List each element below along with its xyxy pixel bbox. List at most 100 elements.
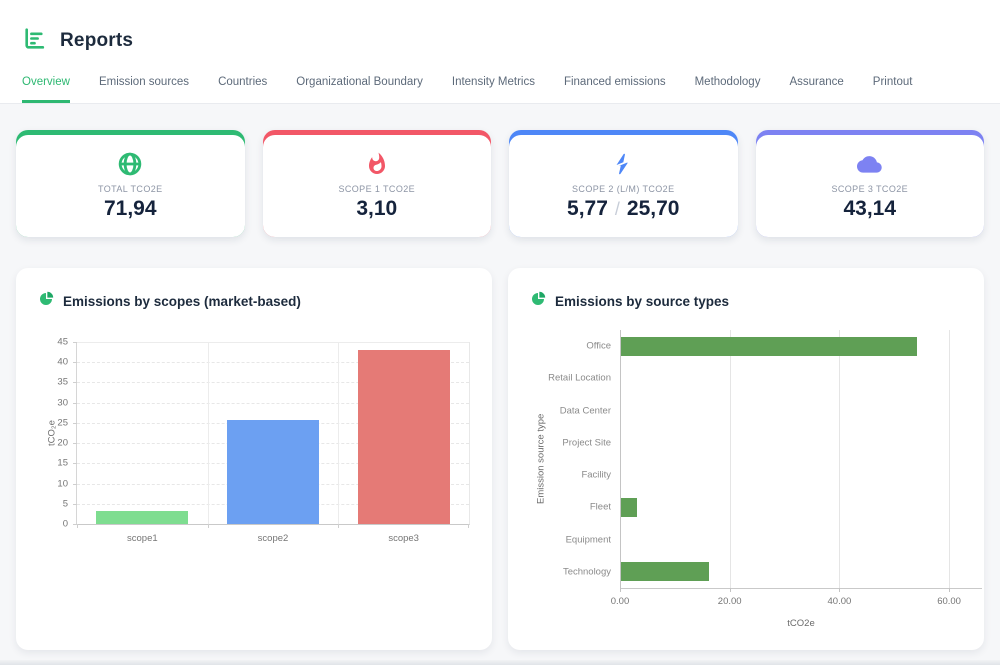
tab-intensity-metrics[interactable]: Intensity Metrics [451,76,535,88]
x-tick-mark [207,524,209,528]
x-tick-mark [949,588,951,592]
category-label: Data Center [559,405,611,417]
chart-card-source-types: Emissions by source types Emission sourc… [508,268,984,650]
stat-card-inner: SCOPE 2 (L/M) TCO2E 5,77 / 25,70 [509,135,738,237]
page-title: Reports [60,30,134,51]
bar-scope2 [227,420,319,524]
y-tick-label: 15 [57,457,68,469]
bolt-icon [611,151,635,177]
pie-chart-icon [38,291,54,312]
chart-title: Emissions by source types [555,294,730,309]
stat-value: 43,14 [843,197,896,221]
x-axis-label: tCO2e [787,618,815,629]
gridline [949,330,951,588]
y-tick-label: 25 [57,417,68,429]
stat-card-scope2: SCOPE 2 (L/M) TCO2E 5,77 / 25,70 [509,130,738,237]
stat-card-inner: SCOPE 3 TCO2E 43,14 [755,135,984,237]
tab-countries[interactable]: Countries [218,76,268,88]
x-tick-label: 60.00 [937,596,961,607]
stat-value: 3,10 [356,197,397,221]
bar-fleet [621,497,638,517]
gridline [77,342,469,343]
stat-value-separator: / [614,199,620,219]
bar-office [621,336,918,356]
stat-label: TOTAL TCO2E [97,184,163,194]
chart-card-scopes: Emissions by scopes (market-based) tCO₂e… [16,268,492,650]
category-label: Equipment [565,534,611,546]
chart-title: Emissions by scopes (market-based) [63,294,301,309]
tab-overview[interactable]: Overview [22,76,70,103]
stat-label: SCOPE 3 TCO2E [831,184,909,194]
y-tick-label: 0 [62,518,68,530]
tab-assurance[interactable]: Assurance [789,76,844,88]
x-tick-label: 20.00 [717,596,742,607]
stat-value-secondary: 25,70 [626,197,680,220]
bar-technology [621,562,709,582]
gridline [620,330,621,588]
category-label: Fleet [589,501,611,513]
chart-title-row: Emissions by source types [530,291,729,312]
gridline [729,330,731,588]
category-label: Technology [562,566,611,578]
stat-card-total: TOTAL TCO2E 71,94 [16,130,245,237]
y-tick-mark [73,503,77,505]
stat-value: 5,77 / 25,70 [567,197,679,221]
scopes-bar-plot: 0 5 10 15 20 25 30 35 40 45 scope1 scope2 scope3 [57,337,470,544]
y-tick-label: 5 [62,498,68,510]
stat-value-primary: 43,14 [843,197,897,220]
x-tick-mark [839,588,841,592]
category-label: Project Site [562,437,611,449]
tab-printout[interactable]: Printout [872,76,913,88]
header: Reports Overview Emission sources Countrie… [0,0,1000,104]
y-axis-label: tCO₂e [46,420,58,446]
stat-card-scope3: SCOPE 3 TCO2E 43,14 [755,130,984,237]
x-tick-mark [729,588,731,592]
stat-card-inner: SCOPE 1 TCO2E 3,10 [262,135,491,237]
gridline [77,402,469,404]
y-tick-mark [73,382,77,384]
x-tick-mark [468,524,469,528]
y-tick-mark [73,422,77,424]
category-label: Facility [581,469,611,481]
tab-methodology[interactable]: Methodology [694,76,761,88]
y-tick-mark [73,483,77,485]
bar-scope3 [357,349,450,524]
x-tick-mark [620,588,621,592]
y-tick-label: 20 [57,437,68,449]
footer-strip [0,660,1000,665]
x-tick-label: 0.00 [610,596,630,607]
category-label: Office [586,340,611,352]
gridline [207,342,209,524]
stat-value: 71,94 [104,197,157,221]
stat-value-primary: 71,94 [103,197,157,220]
tab-emission-sources[interactable]: Emission sources [98,76,190,88]
bar-scope1 [96,511,189,524]
gridline [77,362,469,364]
y-tick-mark [73,524,77,525]
y-tick-mark [73,443,77,445]
y-tick-label: 45 [57,336,68,348]
chart-title-row: Emissions by scopes (market-based) [38,291,301,312]
source-types-bar-plot: 0.00 20.00 40.00 60.00 Office Retail Location… [548,330,982,607]
stat-label: SCOPE 2 (L/M) TCO2E [572,184,675,194]
category-label: scope1 [127,533,158,544]
gridline [839,330,841,588]
stat-value-primary: 5,77 [567,197,608,220]
gridline [338,342,340,524]
flame-icon [365,151,389,177]
y-tick-mark [73,463,77,465]
bar-chart-icon [22,26,47,56]
x-tick-label: 40.00 [827,596,852,607]
brand: Reports [22,26,133,56]
tab-organizational-boundary[interactable]: Organizational Boundary [296,76,423,88]
y-tick-label: 40 [57,356,68,368]
y-tick-mark [73,402,77,404]
cloud-icon [856,151,884,177]
pie-chart-icon [530,291,546,312]
tab-financed-emissions[interactable]: Financed emissions [563,76,666,88]
y-tick-mark [73,342,77,343]
y-tick-mark [73,362,77,364]
category-label: Retail Location [548,372,611,384]
x-tick-mark [77,524,78,528]
y-tick-label: 10 [57,478,68,490]
